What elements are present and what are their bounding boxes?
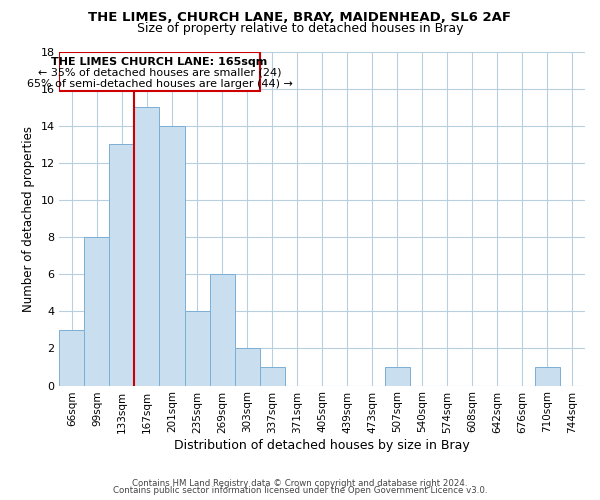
Y-axis label: Number of detached properties: Number of detached properties — [22, 126, 35, 312]
Text: Contains public sector information licensed under the Open Government Licence v3: Contains public sector information licen… — [113, 486, 487, 495]
Bar — [385, 367, 410, 386]
Bar — [59, 330, 85, 386]
Bar — [260, 367, 284, 386]
Bar — [134, 107, 160, 386]
FancyBboxPatch shape — [59, 52, 260, 92]
Bar — [209, 274, 235, 386]
Text: 65% of semi-detached houses are larger (44) →: 65% of semi-detached houses are larger (… — [26, 79, 292, 89]
Bar — [185, 312, 209, 386]
Text: Size of property relative to detached houses in Bray: Size of property relative to detached ho… — [137, 22, 463, 35]
X-axis label: Distribution of detached houses by size in Bray: Distribution of detached houses by size … — [175, 440, 470, 452]
Bar — [535, 367, 560, 386]
Bar — [160, 126, 185, 386]
Text: ← 35% of detached houses are smaller (24): ← 35% of detached houses are smaller (24… — [38, 68, 281, 78]
Bar — [109, 144, 134, 386]
Text: THE LIMES, CHURCH LANE, BRAY, MAIDENHEAD, SL6 2AF: THE LIMES, CHURCH LANE, BRAY, MAIDENHEAD… — [89, 11, 511, 24]
Text: Contains HM Land Registry data © Crown copyright and database right 2024.: Contains HM Land Registry data © Crown c… — [132, 478, 468, 488]
Text: THE LIMES CHURCH LANE: 165sqm: THE LIMES CHURCH LANE: 165sqm — [52, 56, 268, 66]
Bar — [85, 237, 109, 386]
Bar — [235, 348, 260, 386]
